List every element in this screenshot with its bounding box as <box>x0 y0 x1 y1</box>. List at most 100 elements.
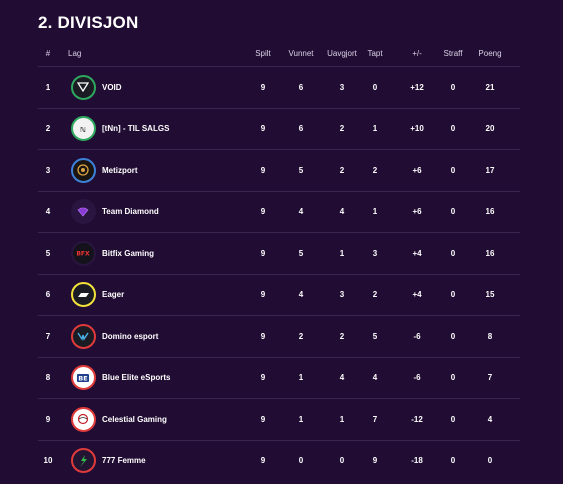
team-logo[interactable]: ℕ <box>68 109 98 150</box>
standings-table: # Lag Spilt Vunnet Uavgjort Tapt +/- Str… <box>38 41 520 481</box>
col-penalty[interactable]: Straff <box>443 49 463 58</box>
team-name[interactable]: 777 Femme <box>102 456 146 466</box>
metizport-logo-icon <box>70 157 96 183</box>
team-name[interactable]: Eager <box>102 290 125 300</box>
lost-value: 4 <box>372 373 378 383</box>
team-name[interactable]: Blue Elite eSports <box>102 373 171 383</box>
points-value: 20 <box>485 124 495 134</box>
celestial-logo-icon <box>70 406 96 432</box>
page-title: 2. DIVISJON <box>38 13 139 32</box>
played-value: 9 <box>260 290 266 300</box>
table-row[interactable]: 4 Team Diamond 9 4 4 1 +6 0 16 <box>38 192 520 233</box>
table-row[interactable]: 7 Domino esport 9 2 2 5 -6 0 8 <box>38 316 520 358</box>
table-row[interactable]: 3 Metizport 9 5 2 2 +6 0 17 <box>38 150 520 192</box>
eager-logo-icon <box>70 282 96 308</box>
penalty-value: 0 <box>450 124 456 134</box>
col-played[interactable]: Spilt <box>255 49 271 58</box>
table-row[interactable]: 5 BFX Bitfix Gaming 9 5 1 3 +4 0 16 <box>38 233 520 275</box>
lost-value: 5 <box>372 331 378 341</box>
points-value: 16 <box>485 207 495 217</box>
team-logo[interactable] <box>68 275 98 316</box>
penalty-value: 0 <box>450 290 456 300</box>
team-logo[interactable]: BE <box>68 358 98 399</box>
tnn-logo-icon: ℕ <box>70 116 96 142</box>
domino-logo-icon <box>70 323 96 349</box>
row-rank: 2 <box>45 124 51 134</box>
lost-value: 7 <box>372 414 378 424</box>
team-name[interactable]: VOID <box>102 82 122 92</box>
played-value: 9 <box>260 82 266 92</box>
row-rank: 9 <box>45 414 51 424</box>
points-value: 0 <box>487 456 493 466</box>
col-won[interactable]: Vunnet <box>288 49 314 58</box>
points-value: 15 <box>485 290 495 300</box>
col-team[interactable]: Lag <box>68 49 82 58</box>
table-row[interactable]: 10 777 Femme 9 0 0 9 -18 0 0 <box>38 441 520 482</box>
draw-value: 4 <box>339 207 345 217</box>
points-value: 17 <box>485 165 495 175</box>
table-row[interactable]: 2 ℕ [tNn] - TIL SALGS 9 6 2 1 +10 0 20 <box>38 109 520 150</box>
lost-value: 1 <box>372 124 378 134</box>
table-row[interactable]: 8 BE Blue Elite eSports 9 1 4 4 -6 0 7 <box>38 358 520 399</box>
table-row[interactable]: 6 Eager 9 4 3 2 +4 0 15 <box>38 275 520 316</box>
points-value: 7 <box>487 373 493 383</box>
col-points[interactable]: Poeng <box>478 49 502 58</box>
team-name[interactable]: Metizport <box>102 165 138 175</box>
penalty-value: 0 <box>450 414 456 424</box>
table-row[interactable]: 1 VOID 9 6 3 0 +12 0 21 <box>38 67 520 109</box>
team-logo[interactable] <box>68 316 98 357</box>
won-value: 4 <box>298 290 304 300</box>
team-logo[interactable] <box>68 441 98 482</box>
goal-diff-value: +10 <box>410 124 424 134</box>
played-value: 9 <box>260 456 266 466</box>
col-draw[interactable]: Uavgjort <box>327 49 357 58</box>
svg-text:BFX: BFX <box>76 251 90 258</box>
played-value: 9 <box>260 165 266 175</box>
won-value: 1 <box>298 373 304 383</box>
svg-text:BE: BE <box>78 374 87 382</box>
team-logo[interactable] <box>68 150 98 191</box>
penalty-value: 0 <box>450 331 456 341</box>
team-name[interactable]: [tNn] - TIL SALGS <box>102 124 170 134</box>
row-rank: 8 <box>45 373 51 383</box>
draw-value: 1 <box>339 414 345 424</box>
lost-value: 3 <box>372 248 378 258</box>
draw-value: 3 <box>339 82 345 92</box>
team-logo[interactable]: BFX <box>68 233 98 274</box>
points-value: 21 <box>485 82 495 92</box>
bitfix-logo-icon: BFX <box>70 240 96 266</box>
won-value: 2 <box>298 331 304 341</box>
lost-value: 1 <box>372 207 378 217</box>
table-header: # Lag Spilt Vunnet Uavgjort Tapt +/- Str… <box>38 41 520 67</box>
penalty-value: 0 <box>450 248 456 258</box>
team-name[interactable]: Celestial Gaming <box>102 414 167 424</box>
table-row[interactable]: 9 Celestial Gaming 9 1 1 7 -12 0 4 <box>38 399 520 441</box>
draw-value: 2 <box>339 124 345 134</box>
col-number[interactable]: # <box>45 49 51 58</box>
team-name[interactable]: Team Diamond <box>102 207 159 217</box>
team-name[interactable]: Domino esport <box>102 331 159 341</box>
draw-value: 1 <box>339 248 345 258</box>
col-goal-diff[interactable]: +/- <box>412 49 422 58</box>
played-value: 9 <box>260 124 266 134</box>
draw-value: 2 <box>339 331 345 341</box>
team-logo[interactable] <box>68 67 98 108</box>
row-rank: 3 <box>45 165 51 175</box>
row-rank: 1 <box>45 82 51 92</box>
lost-value: 0 <box>372 82 378 92</box>
diamond-logo-icon <box>70 199 96 225</box>
lost-value: 2 <box>372 290 378 300</box>
goal-diff-value: +6 <box>412 165 422 175</box>
penalty-value: 0 <box>450 165 456 175</box>
team-name[interactable]: Bitfix Gaming <box>102 248 155 258</box>
team-logo[interactable] <box>68 399 98 440</box>
penalty-value: 0 <box>450 456 456 466</box>
row-rank: 4 <box>45 207 51 217</box>
penalty-value: 0 <box>450 207 456 217</box>
row-rank: 6 <box>45 290 51 300</box>
points-value: 4 <box>487 414 493 424</box>
team-logo[interactable] <box>68 192 98 233</box>
col-lost[interactable]: Tapt <box>367 49 383 58</box>
points-value: 16 <box>485 248 495 258</box>
void-logo-icon <box>70 74 96 100</box>
